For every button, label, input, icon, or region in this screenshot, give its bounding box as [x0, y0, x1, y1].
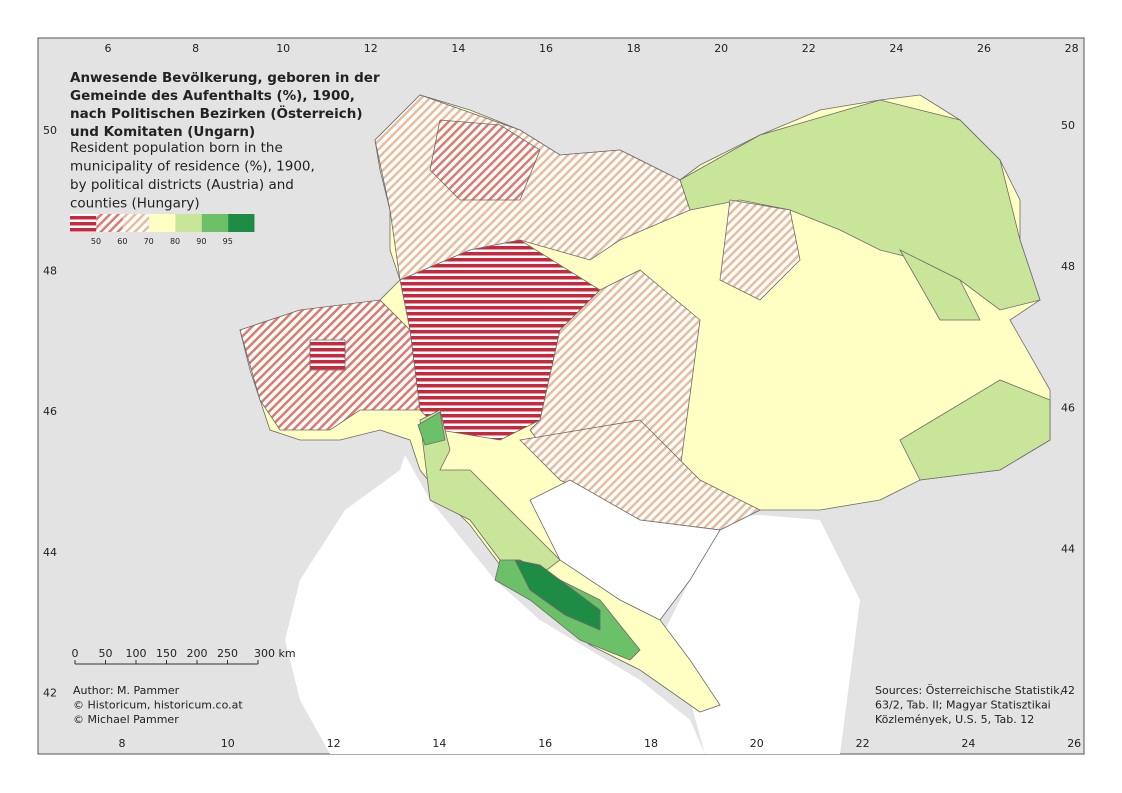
legend-label: 95 [223, 237, 233, 246]
graticule-label: 26 [1067, 737, 1081, 750]
graticule-label: 44 [43, 546, 57, 559]
graticule-label: 42 [43, 686, 57, 699]
graticule-label: 8 [119, 737, 126, 750]
region [514, 559, 601, 631]
scale-label: 250 [217, 647, 238, 660]
map-subtitle: municipality of residence (%), 1900, [70, 159, 315, 175]
legend-swatch [122, 214, 150, 232]
graticule-label: 26 [977, 42, 991, 55]
map-subtitle: Resident population born in the [70, 140, 283, 156]
scale-label: 150 [156, 647, 177, 660]
graticule-label: 42 [1061, 684, 1075, 697]
graticule-label: 20 [750, 737, 764, 750]
graticule-label: 46 [43, 405, 57, 418]
legend-label: 80 [170, 237, 180, 246]
graticule-label: 46 [1061, 401, 1075, 414]
graticule-label: 48 [1061, 260, 1075, 273]
region [719, 199, 801, 301]
scale-label: 300 km [254, 647, 296, 660]
scale-label: 0 [72, 647, 79, 660]
scale-label: 50 [99, 647, 113, 660]
graticule-label: 6 [105, 42, 112, 55]
scale-label: 100 [126, 647, 147, 660]
sources-note: Közlemények, U.S. 5, Tab. 12 [875, 713, 1034, 726]
graticule-label: 24 [889, 42, 903, 55]
graticule-label: 10 [276, 42, 290, 55]
graticule-label: 10 [221, 737, 235, 750]
region [898, 249, 981, 321]
region [419, 409, 561, 576]
legend-swatch [70, 214, 97, 232]
legend-swatch [201, 214, 229, 232]
legend-swatch [228, 214, 255, 232]
graticule-label: 22 [802, 42, 816, 55]
graticule-label: 22 [856, 737, 870, 750]
graticule-label: 44 [1061, 543, 1075, 556]
legend-label: 70 [144, 237, 154, 246]
region [309, 339, 346, 371]
region [429, 119, 541, 201]
scale-label: 200 [187, 647, 208, 660]
map-subtitle: counties (Hungary) [70, 196, 200, 212]
graticule-label: 18 [627, 42, 641, 55]
graticule-label: 50 [1061, 119, 1075, 132]
graticule-label: 18 [644, 737, 658, 750]
sources-note: 63/2, Tab. II; Magyar Statisztikai [875, 699, 1051, 712]
region [679, 99, 1041, 311]
legend-swatch [96, 214, 123, 232]
author-note: © Michael Pammer [73, 713, 179, 726]
graticule-label: 16 [538, 737, 552, 750]
author-note: © Historicum, historicum.co.at [73, 699, 243, 712]
sources-note: Sources: Österreichische Statistik, [875, 684, 1063, 697]
graticule-label: 24 [961, 737, 975, 750]
graticule-label: 12 [364, 42, 378, 55]
map-title: und Komitaten (Ungarn) [70, 124, 255, 140]
sea [285, 455, 705, 754]
graticule-label: 14 [451, 42, 465, 55]
graticule-label: 48 [43, 265, 57, 278]
region [899, 379, 1051, 481]
region [529, 479, 721, 621]
graticule-label: 50 [43, 124, 57, 137]
graticule-label: 8 [192, 42, 199, 55]
map-subtitle: by political districts (Austria) and [70, 177, 294, 193]
graticule-label: 28 [1065, 42, 1079, 55]
map-title: Anwesende Bevölkerung, geboren in der [70, 70, 380, 86]
legend-label: 60 [117, 237, 127, 246]
graticule-label: 16 [539, 42, 553, 55]
graticule-label: 14 [432, 737, 446, 750]
legend-label: 50 [91, 237, 101, 246]
map-title: Gemeinde des Aufenthalts (%), 1900, [70, 88, 355, 104]
region [417, 411, 446, 446]
author-note: Author: M. Pammer [73, 684, 180, 697]
legend-label: 90 [196, 237, 206, 246]
legend-swatch [175, 214, 202, 232]
map-title: nach Politischen Bezirken (Österreich) [70, 104, 363, 122]
legend-swatch [149, 214, 176, 232]
graticule-label: 12 [327, 737, 341, 750]
graticule-label: 20 [714, 42, 728, 55]
